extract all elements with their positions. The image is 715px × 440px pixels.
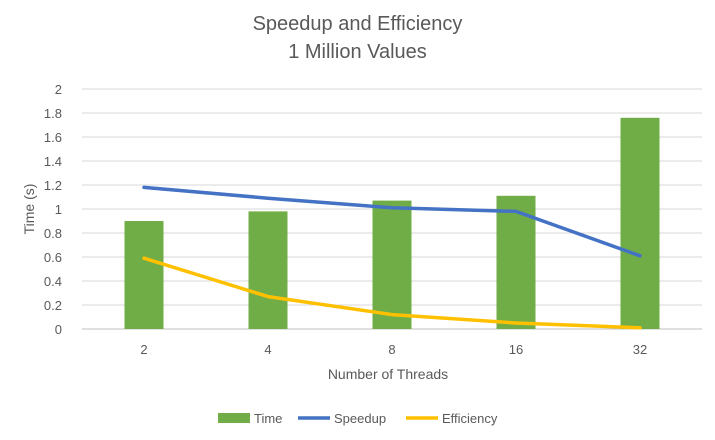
bar-time-16: [496, 195, 536, 329]
y-tick-label: 0.8: [44, 226, 62, 241]
bar-time-8: [372, 200, 412, 329]
y-tick-label: 2: [55, 82, 62, 97]
point-speedup-4: [266, 196, 270, 200]
legend-label-speedup: Speedup: [334, 411, 386, 426]
y-tick-label: 0: [55, 322, 62, 337]
point-efficiency-16: [514, 321, 518, 325]
bar-layer: [124, 117, 660, 329]
y-tick-label: 0.6: [44, 250, 62, 265]
y-tick-label: 1.8: [44, 106, 62, 121]
x-tick-label: 16: [509, 342, 523, 357]
point-speedup-8: [390, 206, 394, 210]
point-efficiency-2: [142, 256, 146, 260]
y-tick-label: 0.4: [44, 274, 62, 289]
x-axis-title: Number of Threads: [328, 366, 448, 382]
y-tick-label: 1.4: [44, 154, 62, 169]
y-tick-label: 0.2: [44, 298, 62, 313]
point-efficiency-4: [266, 295, 270, 299]
point-speedup-32: [638, 254, 642, 258]
legend-swatch-time: [218, 413, 250, 423]
y-tick-label: 1: [55, 202, 62, 217]
point-speedup-16: [514, 209, 518, 213]
legend: Time Speedup Efficiency: [218, 411, 498, 426]
y-tick-label: 1.6: [44, 130, 62, 145]
point-efficiency-32: [638, 326, 642, 330]
x-tick-label: 4: [264, 342, 271, 357]
tick-layer: 0 0.2 0.4 0.6 0.8 1 1.2 1.4 1.6 1.8 2 2 4 8 16 32: [44, 82, 647, 357]
y-tick-label: 1.2: [44, 178, 62, 193]
bar-time-2: [124, 221, 164, 329]
x-tick-label: 32: [633, 342, 647, 357]
x-tick-label: 2: [140, 342, 147, 357]
x-tick-label: 8: [388, 342, 395, 357]
bar-time-4: [248, 211, 288, 329]
legend-label-efficiency: Efficiency: [442, 411, 498, 426]
point-speedup-2: [142, 185, 146, 189]
point-efficiency-8: [390, 313, 394, 317]
line-layer: [142, 185, 642, 330]
y-axis-title: Time (s): [21, 184, 37, 235]
bar-time-32: [620, 117, 660, 329]
legend-label-time: Time: [254, 411, 282, 426]
